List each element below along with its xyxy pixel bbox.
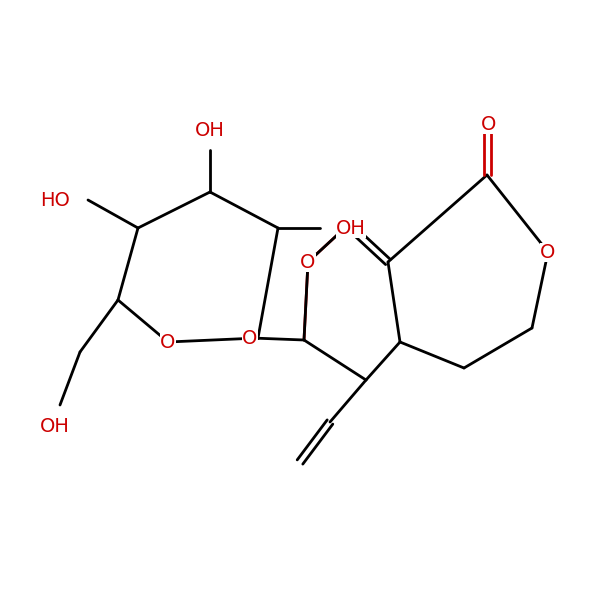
Text: OH: OH — [40, 417, 70, 436]
Text: O: O — [481, 115, 497, 133]
Text: OH: OH — [336, 218, 366, 238]
Text: O: O — [242, 329, 257, 347]
Text: HO: HO — [40, 191, 70, 209]
Text: O: O — [301, 253, 316, 271]
Text: OH: OH — [195, 121, 225, 140]
Text: O: O — [541, 242, 556, 262]
Text: O: O — [160, 332, 176, 352]
